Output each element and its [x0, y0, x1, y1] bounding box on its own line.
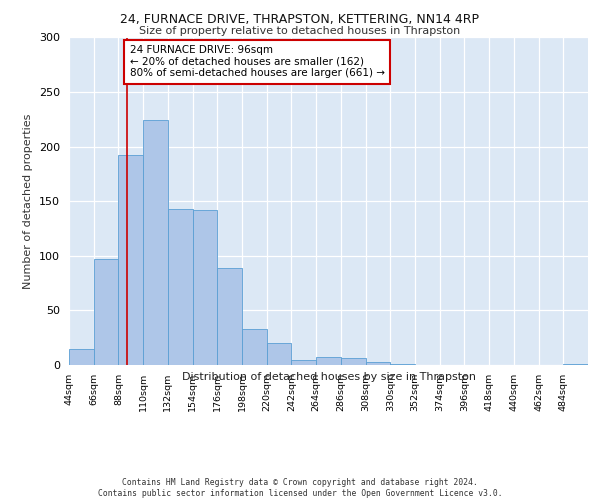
Bar [193, 210, 217, 365]
Bar [94, 259, 118, 365]
Bar [118, 156, 143, 365]
Bar [341, 358, 365, 365]
Text: Distribution of detached houses by size in Thrapston: Distribution of detached houses by size … [182, 372, 476, 382]
Text: 24 FURNACE DRIVE: 96sqm
← 20% of detached houses are smaller (162)
80% of semi-d: 24 FURNACE DRIVE: 96sqm ← 20% of detache… [130, 45, 385, 78]
Bar [390, 364, 415, 365]
Bar [217, 268, 242, 365]
Bar [365, 362, 390, 365]
Y-axis label: Number of detached properties: Number of detached properties [23, 114, 33, 289]
Bar [267, 343, 292, 365]
Bar [563, 364, 588, 365]
Bar [143, 120, 168, 365]
Text: 24, FURNACE DRIVE, THRAPSTON, KETTERING, NN14 4RP: 24, FURNACE DRIVE, THRAPSTON, KETTERING,… [121, 12, 479, 26]
Bar [316, 358, 341, 365]
Bar [292, 360, 316, 365]
Text: Contains HM Land Registry data © Crown copyright and database right 2024.
Contai: Contains HM Land Registry data © Crown c… [98, 478, 502, 498]
Bar [168, 209, 193, 365]
Text: Size of property relative to detached houses in Thrapston: Size of property relative to detached ho… [139, 26, 461, 36]
Bar [69, 348, 94, 365]
Bar [242, 329, 267, 365]
